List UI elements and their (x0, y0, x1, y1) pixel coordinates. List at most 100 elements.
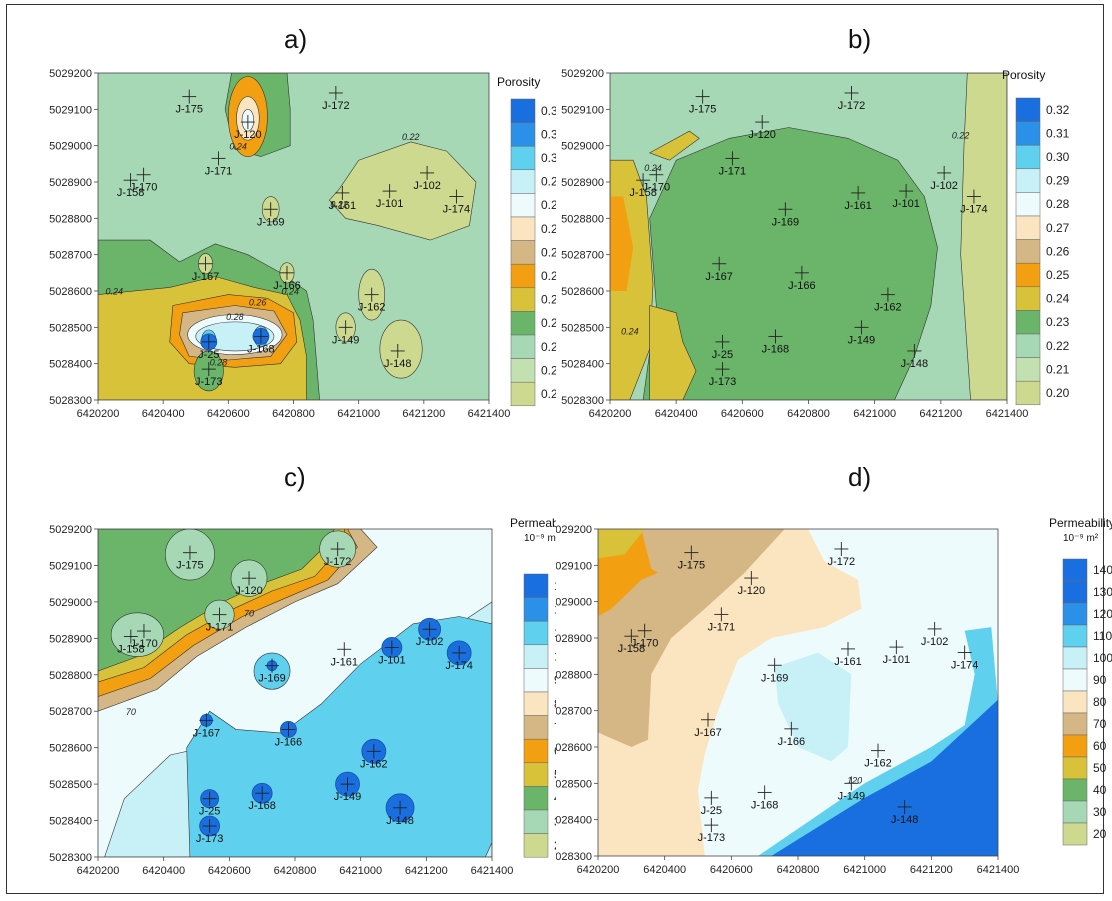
y-tick-label: 5028600 (49, 286, 92, 298)
legend-value: 0.24 (541, 293, 556, 307)
y-tick-label: 5028500 (49, 322, 92, 334)
legend-swatch (1062, 712, 1088, 736)
well-label: J-161 (834, 656, 862, 668)
legend-swatch (1062, 690, 1088, 714)
legend-swatch (1015, 286, 1041, 311)
well-label: J-25 (712, 349, 733, 361)
y-tick-label: 5029100 (49, 104, 92, 116)
legend-value: 50 (1093, 761, 1107, 775)
well-label: J-170 (643, 182, 671, 194)
contour-band-1-23 (610, 127, 938, 400)
legend-swatch (1062, 580, 1088, 604)
x-tick-label: 6420200 (77, 865, 120, 877)
legend-value: 120 (554, 602, 556, 616)
well-label: J-25 (198, 349, 219, 361)
legend-value: 0.22 (541, 340, 556, 354)
contour-label: 0.28 (226, 312, 244, 322)
legend-swatch (1062, 602, 1088, 626)
contour-label: 0.24 (106, 287, 124, 297)
legend-value: 30 (1093, 805, 1107, 819)
contour-label: 0.24 (621, 327, 639, 337)
legend-swatch (1062, 646, 1088, 670)
y-tick-label: 5028900 (561, 177, 604, 189)
y-tick-label: 5028700 (49, 250, 92, 262)
panel-a: a) 0.22 0.22 0.24 0.24 0.24 0.26 0.28 0.28 50292… (0, 0, 556, 440)
legend-value: 0.30 (1046, 150, 1070, 164)
y-tick-label: 5029200 (556, 524, 592, 536)
y-tick-label: 5028400 (556, 815, 592, 827)
x-tick-label: 6421000 (337, 408, 380, 420)
legend-title: Permeability (510, 516, 556, 530)
y-tick-label: 5028500 (556, 778, 592, 790)
legend-swatch (510, 240, 536, 265)
x-tick-label: 6420800 (777, 864, 820, 876)
well-label: J-101 (883, 654, 911, 666)
legend-value: 130 (554, 579, 556, 593)
y-tick-label: 5028600 (561, 286, 604, 298)
legend-value: 110 (554, 626, 556, 640)
x-tick-label: 6420600 (207, 408, 250, 420)
y-tick-label: 5028900 (556, 633, 592, 645)
contour-label: 0.24 (229, 141, 247, 151)
legend-value: 0.21 (1046, 362, 1070, 376)
x-tick-label: 6421200 (405, 865, 448, 877)
contour-band-0-20 (328, 141, 477, 241)
legend-swatch (1015, 192, 1041, 217)
well-label: J-169 (258, 673, 286, 685)
well-label: J-171 (719, 165, 747, 177)
well-label: J-102 (921, 636, 949, 648)
legend-swatch (523, 668, 549, 693)
x-tick-label: 6421400 (468, 408, 511, 420)
legend-value: 70 (554, 720, 556, 734)
well-label: J-170 (130, 182, 158, 194)
legend-swatch (1062, 756, 1088, 780)
legend-value: 60 (1093, 739, 1107, 753)
well-label: J-149 (334, 791, 362, 803)
x-tick-label: 6421200 (919, 408, 962, 420)
well-label: J-173 (196, 833, 224, 845)
y-tick-label: 5028800 (49, 670, 92, 682)
permeability-map-d: 120 5029200 5029100 5029000 5028900 5028800 50… (556, 516, 1112, 876)
well-label: J-102 (416, 636, 444, 648)
well-label: J-102 (930, 180, 958, 192)
contour-band-3-100 (774, 652, 852, 762)
legend-swatch (1015, 262, 1041, 288)
well-label: J-149 (838, 790, 866, 802)
legend-swatch (1015, 380, 1041, 406)
y-tick-label: 5028900 (49, 177, 92, 189)
x-tick-label: 6420600 (208, 865, 251, 877)
well-label: J-168 (247, 343, 275, 355)
y-tick-label: 5028600 (556, 742, 592, 754)
legend-value: 80 (554, 697, 556, 711)
contour-label: 70 (244, 608, 254, 618)
x-tick-label: 6421200 (910, 864, 953, 876)
well-label: J-173 (195, 376, 223, 388)
well-label: J-25 (701, 805, 722, 817)
well-label: J-120 (234, 129, 262, 141)
y-tick-label: 5029100 (561, 104, 604, 116)
x-tick-label: 6420600 (710, 864, 753, 876)
well-label: J-174 (960, 204, 988, 216)
legend-value: 0.32 (1046, 103, 1070, 117)
legend-value: 0.23 (1046, 315, 1070, 329)
well-label: J-162 (360, 758, 388, 770)
legend-swatch (510, 263, 536, 289)
y-tick-label: 5028700 (556, 706, 592, 718)
legend-swatch (510, 358, 536, 383)
legend-value: 0.28 (1046, 197, 1070, 211)
legend-swatch (1062, 558, 1088, 582)
well-label: J-161 (329, 200, 357, 212)
y-tick-label: 5028400 (49, 359, 92, 371)
well-label: J-171 (708, 621, 736, 633)
panel-c: c) 70 70 5029200 5029100 5029000 5028900 50288… (0, 450, 556, 895)
y-tick-label: 5028700 (49, 706, 92, 718)
well-label: J-158 (618, 643, 646, 655)
well-label: J-167 (193, 727, 221, 739)
contour-band-1-24b (648, 130, 700, 161)
well-label: J-167 (192, 271, 220, 283)
well-label: J-169 (772, 216, 800, 228)
well-label: J-170 (631, 638, 659, 650)
well-label: J-175 (175, 104, 203, 116)
contour-band-0-20g (379, 319, 423, 379)
legend-subtitle: 10⁻⁹ m² (524, 533, 556, 544)
